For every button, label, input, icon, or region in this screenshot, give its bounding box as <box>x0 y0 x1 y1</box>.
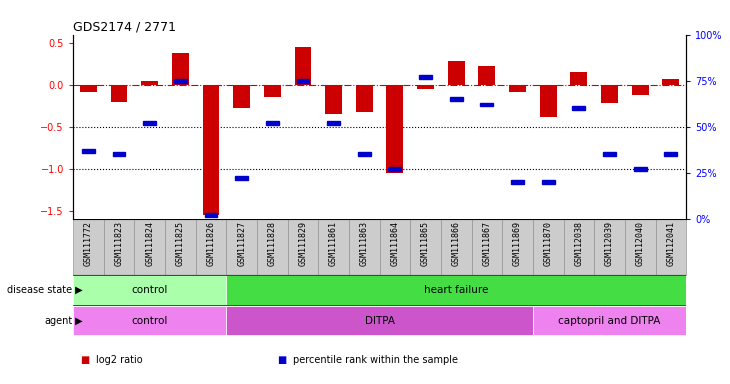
Bar <box>73 219 104 275</box>
Bar <box>564 219 594 275</box>
Bar <box>570 72 588 85</box>
Bar <box>572 106 585 110</box>
Text: control: control <box>131 285 168 295</box>
Text: log2 ratio: log2 ratio <box>96 355 143 365</box>
Bar <box>664 152 677 156</box>
Text: GSM111870: GSM111870 <box>544 220 553 266</box>
Text: GSM111826: GSM111826 <box>207 220 215 266</box>
Bar <box>235 176 248 180</box>
Bar <box>296 79 310 83</box>
Bar <box>472 219 502 275</box>
Bar <box>264 85 281 98</box>
Bar <box>410 219 441 275</box>
Bar <box>386 85 404 173</box>
Bar <box>134 219 165 275</box>
Bar <box>380 219 410 275</box>
Bar <box>172 53 189 85</box>
Bar <box>533 219 564 275</box>
Bar <box>450 97 463 101</box>
Bar <box>82 149 95 152</box>
Bar <box>73 306 226 335</box>
Bar <box>656 219 686 275</box>
Text: GSM111866: GSM111866 <box>452 220 461 266</box>
Bar <box>388 167 402 171</box>
Bar <box>539 85 557 117</box>
Bar <box>80 85 97 91</box>
Bar <box>110 85 128 102</box>
Bar <box>358 152 371 156</box>
Bar <box>502 219 533 275</box>
Bar <box>625 219 656 275</box>
Bar <box>603 152 616 156</box>
Bar <box>631 85 649 95</box>
Bar <box>662 79 680 85</box>
Text: GSM111824: GSM111824 <box>145 220 154 266</box>
Bar <box>594 219 625 275</box>
Bar <box>288 219 318 275</box>
Bar <box>104 219 134 275</box>
Bar <box>294 47 312 85</box>
Bar <box>112 152 126 156</box>
Text: GSM111772: GSM111772 <box>84 220 93 266</box>
Bar <box>542 180 555 184</box>
Text: GSM111865: GSM111865 <box>421 220 430 266</box>
Bar <box>143 121 156 125</box>
Text: disease state: disease state <box>7 285 72 295</box>
Text: control: control <box>131 316 168 326</box>
Bar <box>196 219 226 275</box>
Text: DITPA: DITPA <box>364 316 395 326</box>
Bar <box>233 85 250 108</box>
Text: GSM111863: GSM111863 <box>360 220 369 266</box>
Text: agent: agent <box>44 316 72 326</box>
Text: ■: ■ <box>80 355 90 365</box>
Text: GDS2174 / 2771: GDS2174 / 2771 <box>73 20 176 33</box>
Text: GSM111825: GSM111825 <box>176 220 185 266</box>
Text: GSM111823: GSM111823 <box>115 220 123 266</box>
Text: ▶: ▶ <box>72 285 83 295</box>
Bar <box>509 85 526 91</box>
Bar <box>174 79 187 83</box>
Text: ■: ■ <box>277 355 287 365</box>
Bar <box>327 121 340 125</box>
Bar <box>73 275 226 305</box>
Text: GSM112039: GSM112039 <box>605 220 614 266</box>
Bar <box>202 85 220 215</box>
Bar <box>601 85 618 103</box>
Text: GSM111829: GSM111829 <box>299 220 307 266</box>
Text: captopril and DITPA: captopril and DITPA <box>558 316 661 326</box>
Bar <box>266 121 279 125</box>
Bar <box>226 275 686 305</box>
Bar <box>325 85 342 114</box>
Text: GSM112038: GSM112038 <box>575 220 583 266</box>
Bar <box>204 213 218 217</box>
Bar <box>478 66 496 85</box>
Bar <box>141 81 158 85</box>
Bar <box>533 306 686 335</box>
Bar <box>318 219 349 275</box>
Text: ▶: ▶ <box>72 316 83 326</box>
Bar <box>419 75 432 79</box>
Bar <box>226 219 257 275</box>
Text: GSM111861: GSM111861 <box>329 220 338 266</box>
Bar <box>165 219 196 275</box>
Text: GSM111867: GSM111867 <box>483 220 491 266</box>
Bar <box>634 167 647 171</box>
Bar <box>441 219 472 275</box>
Text: GSM112040: GSM112040 <box>636 220 645 266</box>
Text: heart failure: heart failure <box>424 285 488 295</box>
Bar <box>480 103 493 106</box>
Text: GSM112041: GSM112041 <box>666 220 675 266</box>
Bar <box>417 85 434 89</box>
Text: GSM111828: GSM111828 <box>268 220 277 266</box>
Bar <box>356 85 373 112</box>
Bar <box>226 306 533 335</box>
Bar <box>511 180 524 184</box>
Bar <box>349 219 380 275</box>
Text: GSM111827: GSM111827 <box>237 220 246 266</box>
Text: GSM111869: GSM111869 <box>513 220 522 266</box>
Text: GSM111864: GSM111864 <box>391 220 399 266</box>
Bar <box>447 61 465 85</box>
Text: percentile rank within the sample: percentile rank within the sample <box>293 355 458 365</box>
Bar <box>257 219 288 275</box>
